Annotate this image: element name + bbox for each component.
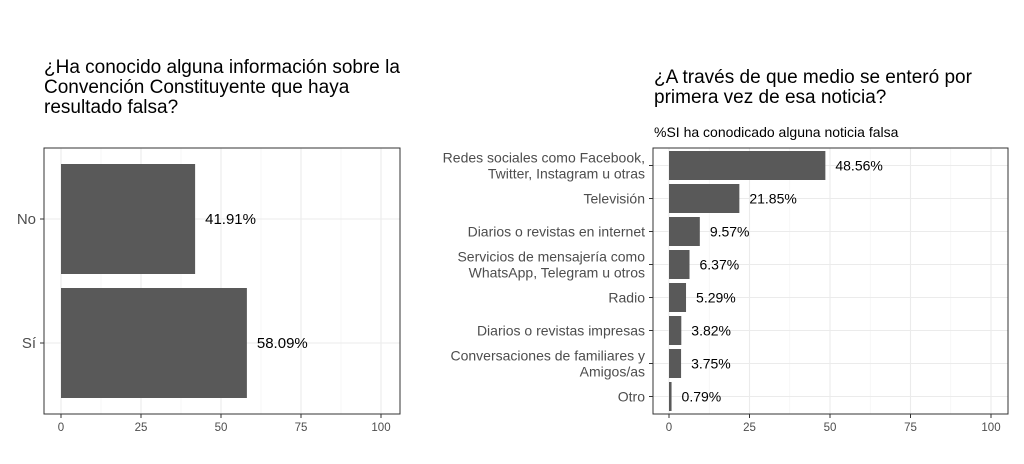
chart2-x-tick-label: 75 [904, 422, 917, 434]
chart2-category-label: Televisión [584, 191, 645, 207]
chart2-data-label: 48.56% [835, 158, 882, 174]
chart2-x-tick-label: 25 [743, 422, 756, 434]
chart2-title-line: primera vez de esa noticia? [654, 87, 887, 108]
chart2-bar [669, 349, 682, 378]
chart2-bar [669, 283, 687, 312]
chart2-category-label: Diarios o revistas en internet [468, 224, 646, 240]
chart2-subtitle: %SI ha conodicado alguna noticia falsa [654, 124, 899, 140]
chart1-x-tick-label: 0 [58, 422, 64, 434]
chart2-data-label: 21.85% [749, 191, 796, 207]
chart2-category-label: Servicios de mensajería como WhatsApp, Te… [457, 249, 645, 281]
chart2-data-label: 0.79% [682, 389, 722, 405]
chart2-title: ¿A través de que medio se enteró por pri… [654, 68, 1014, 108]
chart2-data-label: 3.82% [691, 323, 731, 339]
chart2-data-label: 9.57% [710, 224, 750, 240]
chart1-title: ¿Ha conocido alguna información sobre la… [44, 58, 424, 118]
chart2-bar [669, 217, 700, 246]
chart2-data-label: 6.37% [700, 257, 740, 273]
chart1-x-tick-label: 100 [371, 422, 390, 434]
chart2-category-label: Conversaciones de familiares y Amigos/as [450, 348, 645, 380]
chart2-bar [669, 316, 682, 345]
chart2-title-line: ¿A través de que medio se enteró por [654, 67, 972, 88]
chart1-panel-border [43, 147, 401, 415]
chart2-data-label: 5.29% [696, 290, 736, 306]
chart2-bar [669, 250, 690, 279]
chart1-title-line: Convención Constituyente que haya [44, 77, 350, 98]
chart1-data-label: 41.91% [205, 211, 256, 228]
chart1-bar [61, 164, 196, 274]
chart2-data-label: 3.75% [691, 356, 731, 372]
chart2-x-tick-label: 0 [666, 422, 672, 434]
chart2-x-tick-label: 50 [824, 422, 837, 434]
chart1-x-tick-label: 50 [215, 422, 228, 434]
chart2-bar [669, 184, 740, 213]
chart1-title-line: resultado falsa? [44, 97, 179, 118]
chart2-category-label: Radio [608, 290, 645, 306]
chart2-bar [669, 382, 672, 411]
chart1-x-tick-label: 25 [135, 422, 148, 434]
chart1-title-line: ¿Ha conocido alguna información sobre la [44, 57, 400, 78]
chart2-category-label: Redes sociales como Facebook, Twitter, In… [443, 150, 645, 182]
chart1-category-label: Sí [22, 335, 37, 352]
chart2-x-tick-label: 100 [981, 422, 1000, 434]
chart1-x-tick-label: 75 [295, 422, 308, 434]
chart2-bar [669, 151, 826, 180]
chart2-category-label: Otro [618, 389, 645, 405]
chart2-category-label: Diarios o revistas impresas [477, 323, 645, 339]
chart1-data-label: 58.09% [257, 335, 308, 352]
chart1-bar [61, 288, 247, 398]
chart1-category-label: No [17, 211, 36, 228]
